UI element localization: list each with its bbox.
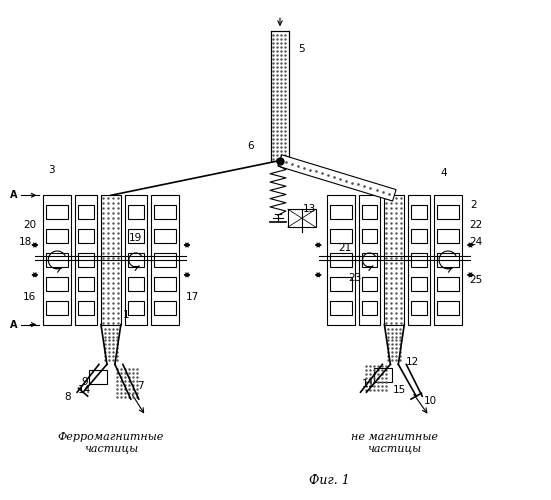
Bar: [46, 253, 68, 267]
Text: 10: 10: [424, 396, 437, 406]
Bar: [437, 300, 459, 315]
Text: 3: 3: [48, 166, 55, 175]
Bar: [361, 253, 377, 267]
Text: 2: 2: [471, 200, 477, 210]
Bar: [329, 229, 352, 243]
Text: A: A: [10, 320, 17, 330]
Bar: [128, 229, 144, 243]
Bar: [46, 277, 68, 291]
Text: 7: 7: [137, 381, 144, 391]
Bar: [44, 196, 71, 324]
Bar: [327, 196, 354, 324]
Bar: [78, 253, 94, 267]
Bar: [128, 206, 144, 220]
Bar: [46, 229, 68, 243]
Text: 5: 5: [299, 44, 305, 54]
Text: не магнитные
частицы: не магнитные частицы: [351, 432, 438, 454]
Text: A: A: [10, 190, 17, 200]
Bar: [154, 277, 176, 291]
Text: 24: 24: [469, 237, 483, 247]
Bar: [128, 277, 144, 291]
Bar: [154, 206, 176, 220]
Text: 18: 18: [19, 237, 32, 247]
Bar: [411, 253, 427, 267]
Text: 8: 8: [64, 392, 71, 402]
Bar: [46, 206, 68, 220]
Text: 6: 6: [247, 140, 253, 150]
Text: 4: 4: [441, 168, 447, 178]
Bar: [437, 277, 459, 291]
Bar: [359, 196, 380, 324]
Text: 9: 9: [82, 378, 88, 388]
Bar: [150, 196, 179, 324]
Text: Ферромагнитные
частицы: Ферромагнитные частицы: [58, 432, 164, 454]
Bar: [78, 300, 94, 315]
Text: 22: 22: [469, 220, 483, 230]
Text: 25: 25: [469, 275, 483, 285]
Bar: [46, 300, 68, 315]
Text: 14: 14: [78, 385, 91, 395]
Text: 20: 20: [23, 220, 36, 230]
Bar: [385, 196, 404, 324]
Bar: [329, 206, 352, 220]
Text: 23: 23: [348, 273, 361, 283]
Text: 21: 21: [338, 243, 351, 253]
Text: 11: 11: [362, 379, 375, 389]
Text: 15: 15: [393, 385, 406, 395]
Text: 17: 17: [186, 292, 199, 302]
Bar: [361, 300, 377, 315]
Text: 12: 12: [406, 358, 419, 368]
Bar: [434, 196, 462, 324]
Bar: [408, 196, 430, 324]
Text: 1: 1: [122, 310, 129, 320]
Bar: [411, 277, 427, 291]
Polygon shape: [278, 155, 396, 201]
Bar: [361, 206, 377, 220]
Bar: [128, 253, 144, 267]
Bar: [361, 277, 377, 291]
Bar: [154, 229, 176, 243]
Bar: [154, 253, 176, 267]
Text: 13: 13: [303, 204, 316, 214]
Bar: [329, 253, 352, 267]
Bar: [411, 229, 427, 243]
Bar: [78, 277, 94, 291]
Bar: [75, 196, 97, 324]
Bar: [361, 229, 377, 243]
Text: Фиг. 1: Фиг. 1: [309, 474, 350, 487]
Bar: [271, 31, 289, 160]
Bar: [375, 368, 392, 382]
Bar: [288, 209, 316, 227]
Bar: [78, 229, 94, 243]
Text: 19: 19: [129, 233, 142, 243]
Bar: [329, 277, 352, 291]
Bar: [101, 196, 121, 324]
Text: 16: 16: [23, 292, 36, 302]
Bar: [437, 253, 459, 267]
Bar: [411, 206, 427, 220]
Bar: [329, 300, 352, 315]
Bar: [437, 229, 459, 243]
Bar: [125, 196, 147, 324]
Bar: [154, 300, 176, 315]
Bar: [437, 206, 459, 220]
Bar: [128, 300, 144, 315]
Bar: [78, 206, 94, 220]
Bar: [89, 370, 107, 384]
Bar: [411, 300, 427, 315]
